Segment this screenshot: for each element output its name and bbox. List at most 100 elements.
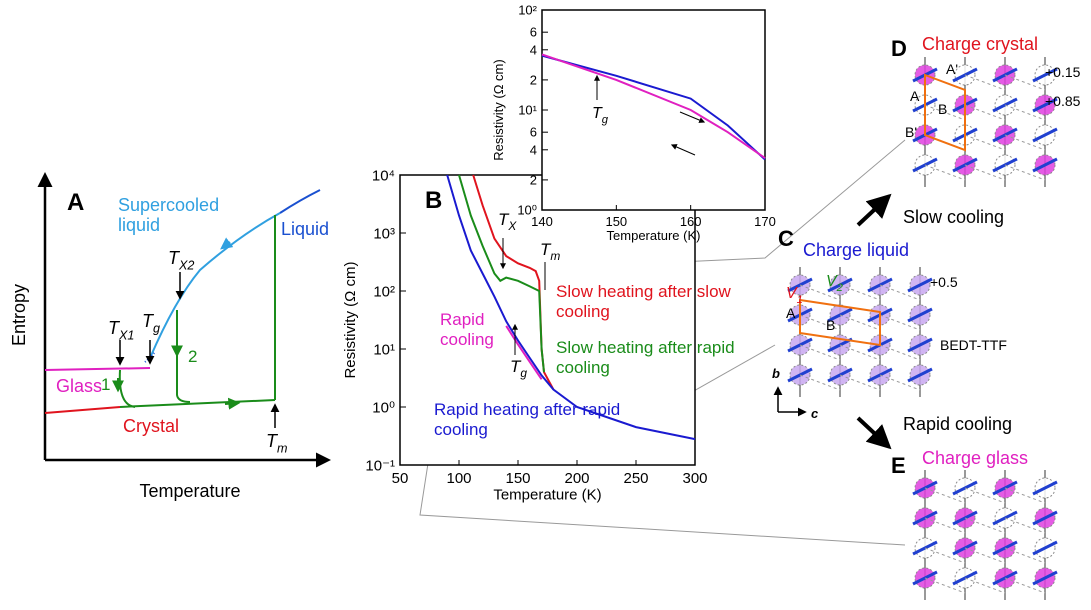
bond	[964, 134, 1006, 151]
process-label: Slow cooling	[903, 207, 1004, 227]
y-tick-label: 2	[530, 72, 537, 87]
bond	[1004, 487, 1046, 504]
bond	[1004, 164, 1046, 181]
tx2-label: TX2	[168, 248, 194, 272]
legend-entry-text: Rapid cooling	[440, 310, 494, 349]
glass-label: Glass	[56, 376, 102, 396]
molecule	[1032, 67, 1058, 83]
bond	[964, 164, 1006, 181]
charge-label: +0.85	[1045, 93, 1081, 109]
charge-label: +0.5	[930, 274, 958, 290]
x-tick-label: 150	[505, 470, 530, 487]
panel-label: E	[891, 453, 906, 478]
bond	[839, 284, 881, 301]
process-arrows	[856, 193, 892, 450]
bond	[879, 344, 921, 361]
path-label: 2	[188, 347, 197, 366]
bond	[1004, 74, 1046, 91]
bond	[839, 314, 881, 331]
y-tick-label: 10⁰	[517, 203, 537, 218]
tg-label-sub: g	[153, 321, 160, 335]
bond	[879, 314, 921, 331]
molecule	[1032, 540, 1058, 556]
tm-label-main: T	[266, 431, 279, 451]
bond	[924, 577, 966, 594]
x-tick-label: 200	[564, 470, 589, 487]
molecule	[907, 337, 933, 353]
panel-label: D	[891, 36, 907, 61]
tg-label-sub: g	[602, 114, 609, 126]
x-axis-label: Temperature	[139, 481, 240, 501]
x-tick-label: 100	[446, 470, 471, 487]
bond	[964, 104, 1006, 121]
y-tick-label: 10²	[373, 283, 395, 300]
legend-entry: Rapid cooling	[440, 310, 494, 349]
v2-label-sub: 2	[836, 282, 844, 294]
y-tick-label: 10⁻¹	[365, 457, 395, 474]
tx1-label-sub: X1	[118, 328, 134, 342]
tg-label: Tg	[510, 357, 527, 380]
y-axis-label: Entropy	[9, 284, 29, 346]
legend-entry-text: Slow heating after rapid cooling	[556, 338, 735, 377]
axis-label: c	[811, 406, 819, 421]
tg-label-main: T	[142, 311, 155, 331]
bond	[799, 284, 841, 301]
y-tick-label: 2	[530, 172, 537, 187]
tm-label: Tm	[266, 431, 288, 455]
site-label: A'	[946, 61, 958, 77]
v2-label-main: V	[826, 273, 838, 290]
site-label: A	[910, 88, 920, 104]
series-line	[505, 325, 543, 380]
molecule	[907, 367, 933, 383]
v1-label-main: V	[786, 285, 798, 302]
bond	[1004, 547, 1046, 564]
v1-label: V1	[786, 285, 803, 306]
molecule	[1032, 510, 1058, 526]
x-tick-label: 250	[623, 470, 648, 487]
arrows-a	[115, 272, 280, 428]
supercooled-label: Supercooled liquid	[118, 195, 220, 235]
bond	[924, 104, 966, 121]
tx2-label-sub: X2	[178, 258, 194, 272]
lattices	[787, 57, 1058, 600]
x-axis-label: Temperature (K)	[607, 228, 701, 243]
y-tick-label: 10⁰	[372, 399, 395, 416]
y-tick-label: 10⁴	[372, 167, 395, 184]
site-label: B	[938, 101, 947, 117]
tg-label: Tg	[142, 311, 160, 335]
bond	[924, 547, 966, 564]
y-tick-label: 10³	[373, 225, 395, 242]
legend-entry: Slow heating after rapid cooling	[556, 338, 735, 377]
tx-label-sub: X	[507, 219, 517, 233]
tg-label-sub: g	[520, 366, 527, 380]
tx1-label-main: T	[108, 318, 121, 338]
molecule	[1032, 127, 1058, 143]
tm-label-sub: m	[277, 441, 288, 455]
y-tick-label: 6	[530, 25, 537, 40]
panel-title: Charge glass	[922, 448, 1028, 468]
panel-label: A	[67, 189, 84, 216]
annotation-arrow	[679, 111, 706, 123]
bond	[799, 374, 841, 391]
x-tick-label: 300	[682, 470, 707, 487]
bond	[879, 374, 921, 391]
process-label: Rapid cooling	[903, 414, 1012, 434]
series-line	[446, 174, 696, 441]
molecule	[1032, 480, 1058, 496]
plot-frame	[541, 9, 766, 211]
tx-label: TX	[498, 210, 517, 233]
tm-label: Tm	[540, 240, 560, 263]
tg-label-main: T	[510, 357, 522, 376]
panel-label: C	[778, 226, 794, 251]
plot-frame	[399, 174, 696, 466]
molecule	[1032, 570, 1058, 586]
y-tick-label: 10²	[518, 3, 537, 18]
charge-label: +0.15	[1045, 64, 1081, 80]
x-tick-label: 140	[531, 214, 553, 229]
bond	[924, 517, 966, 534]
supercooled-label-text: Supercooled liquid	[118, 195, 220, 235]
unit-cell	[924, 73, 966, 152]
bond	[924, 487, 966, 504]
site-label: B'	[905, 124, 917, 140]
